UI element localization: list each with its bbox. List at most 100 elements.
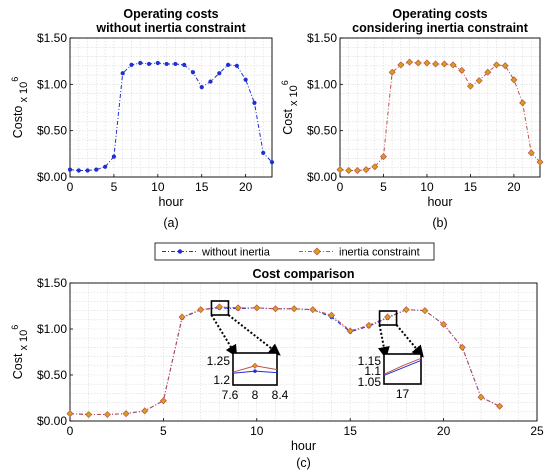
zoom-x-tick-label: 7.6 <box>222 388 239 402</box>
x-tick-label: 15 <box>464 180 478 194</box>
data-point-inertia-constraint <box>178 313 186 321</box>
y-tick-label: $1.50 <box>37 276 67 290</box>
legend-marker-with <box>313 247 321 256</box>
zoom-series-without-inertia <box>383 359 422 376</box>
data-point-inertia-constraint <box>477 393 485 401</box>
data-point-without-inertia <box>190 70 196 75</box>
y-tick-label: $0.50 <box>307 124 337 138</box>
data-point-inertia-constraint <box>66 410 74 418</box>
zoom-x-tick-label: 8.4 <box>272 388 289 402</box>
zoom-region-box <box>378 310 398 326</box>
data-point-without-inertia <box>120 71 125 76</box>
data-point-inertia-constraint <box>423 59 431 67</box>
y-axis-label: Cost x 106 <box>10 325 30 380</box>
x-axis-label: hour <box>158 195 183 209</box>
x-tick-label: 20 <box>507 180 521 194</box>
zoom-point-without-inertia <box>253 369 257 373</box>
zoom-x-tick-label: 8 <box>252 388 259 402</box>
data-point-inertia-constraint <box>496 402 504 410</box>
data-point-without-inertia <box>269 160 275 165</box>
panel-caption: (a) <box>163 216 178 230</box>
data-point-without-inertia <box>111 154 117 159</box>
legend-marker-without <box>177 249 183 254</box>
y-axis-label-exp: x 10 <box>18 82 30 106</box>
data-point-without-inertia <box>85 168 90 173</box>
data-point-inertia-constraint <box>384 313 392 321</box>
x-axis-label: hour <box>291 439 316 453</box>
plot-frame <box>339 37 541 178</box>
data-point-inertia-constraint <box>215 303 223 311</box>
data-point-without-inertia <box>261 150 266 156</box>
zoom-y-tick-label: 1.2 <box>213 373 230 387</box>
charts: 0 5 10 15 20 $0.00 $0.50 $1.00 $1.50 Operating co… <box>10 7 544 470</box>
data-point-without-inertia <box>208 79 213 84</box>
chart-title: Operating costs <box>392 7 487 21</box>
x-tick-label: 10 <box>250 424 264 438</box>
x-tick-label: 15 <box>195 180 209 194</box>
x-tick-label: 25 <box>530 424 544 438</box>
chart-title: Operating costs <box>123 7 218 21</box>
panel-caption: (b) <box>432 216 447 230</box>
data-point-inertia-constraint <box>466 82 474 90</box>
data-point-inertia-constraint <box>432 60 440 68</box>
zoom-arrow <box>210 314 238 358</box>
plot-frame <box>69 37 273 178</box>
x-axis-label: hour <box>427 195 452 209</box>
zoom-arrow <box>227 314 281 356</box>
data-point-inertia-constraint <box>388 68 396 76</box>
series-line-inertia-constraint <box>339 61 541 172</box>
data-point-without-inertia <box>67 167 73 172</box>
data-point-inertia-constraint <box>421 307 429 315</box>
data-point-inertia-constraint <box>397 61 405 69</box>
data-point-inertia-constraint <box>371 163 379 171</box>
y-tick-label: $0.00 <box>307 170 337 184</box>
data-point-inertia-constraint <box>527 149 535 157</box>
data-point-inertia-constraint <box>493 61 501 69</box>
data-point-without-inertia <box>164 61 169 67</box>
data-point-without-inertia <box>129 62 134 67</box>
y-tick-label: $1.00 <box>37 77 67 91</box>
panel-caption: (c) <box>296 456 311 470</box>
x-tick-label: 10 <box>420 180 434 194</box>
y-tick-label: $1.50 <box>307 31 337 45</box>
zoom-y-tick-label: 1.15 <box>358 354 382 368</box>
y-tick-label: $1.00 <box>307 77 337 91</box>
data-point-without-inertia <box>199 85 204 90</box>
data-point-without-inertia <box>182 62 187 67</box>
x-tick-label: 5 <box>380 180 387 194</box>
data-point-inertia-constraint <box>414 59 422 67</box>
x-tick-label: 10 <box>151 180 165 194</box>
data-point-inertia-constraint <box>271 305 279 313</box>
zoom-series-inertia-constraint <box>383 357 422 375</box>
data-point-inertia-constraint <box>253 304 261 312</box>
data-point-inertia-constraint <box>510 76 518 84</box>
data-point-inertia-constraint <box>406 58 414 66</box>
x-tick-label: 20 <box>239 180 253 194</box>
data-point-inertia-constraint <box>122 410 130 418</box>
zoom-inset-frame <box>383 353 422 385</box>
chart-title: without inertia constraint <box>95 21 246 35</box>
plot-frame <box>69 282 538 422</box>
data-point-inertia-constraint <box>103 411 111 419</box>
y-tick-label: $0.00 <box>37 414 67 428</box>
y-axis-label-main: Costo <box>11 106 25 139</box>
data-point-inertia-constraint <box>159 397 167 405</box>
data-point-inertia-constraint <box>141 407 149 415</box>
data-point-inertia-constraint <box>379 153 387 161</box>
zoom-arrow <box>377 324 390 359</box>
zoom-y-tick-label: 1.25 <box>207 354 231 368</box>
y-axis-label-sup: 6 <box>280 80 290 85</box>
data-point-without-inertia <box>243 77 248 82</box>
data-point-inertia-constraint <box>353 167 361 175</box>
series-line-without-inertia <box>69 307 500 416</box>
panel-a: 0 5 10 15 20 $0.00 $0.50 $1.00 $1.50 Operating co… <box>10 7 275 230</box>
chart-title: considering inertia constraint <box>352 21 529 35</box>
data-point-without-inertia <box>138 60 143 66</box>
data-point-without-inertia <box>76 168 81 173</box>
data-point-inertia-constraint <box>440 60 448 68</box>
y-axis-label-main: Cost <box>281 109 295 135</box>
zoom-y-tick-label: 1.05 <box>358 375 382 389</box>
y-axis-label: Cost x 106 <box>280 80 300 135</box>
data-point-inertia-constraint <box>346 327 354 335</box>
